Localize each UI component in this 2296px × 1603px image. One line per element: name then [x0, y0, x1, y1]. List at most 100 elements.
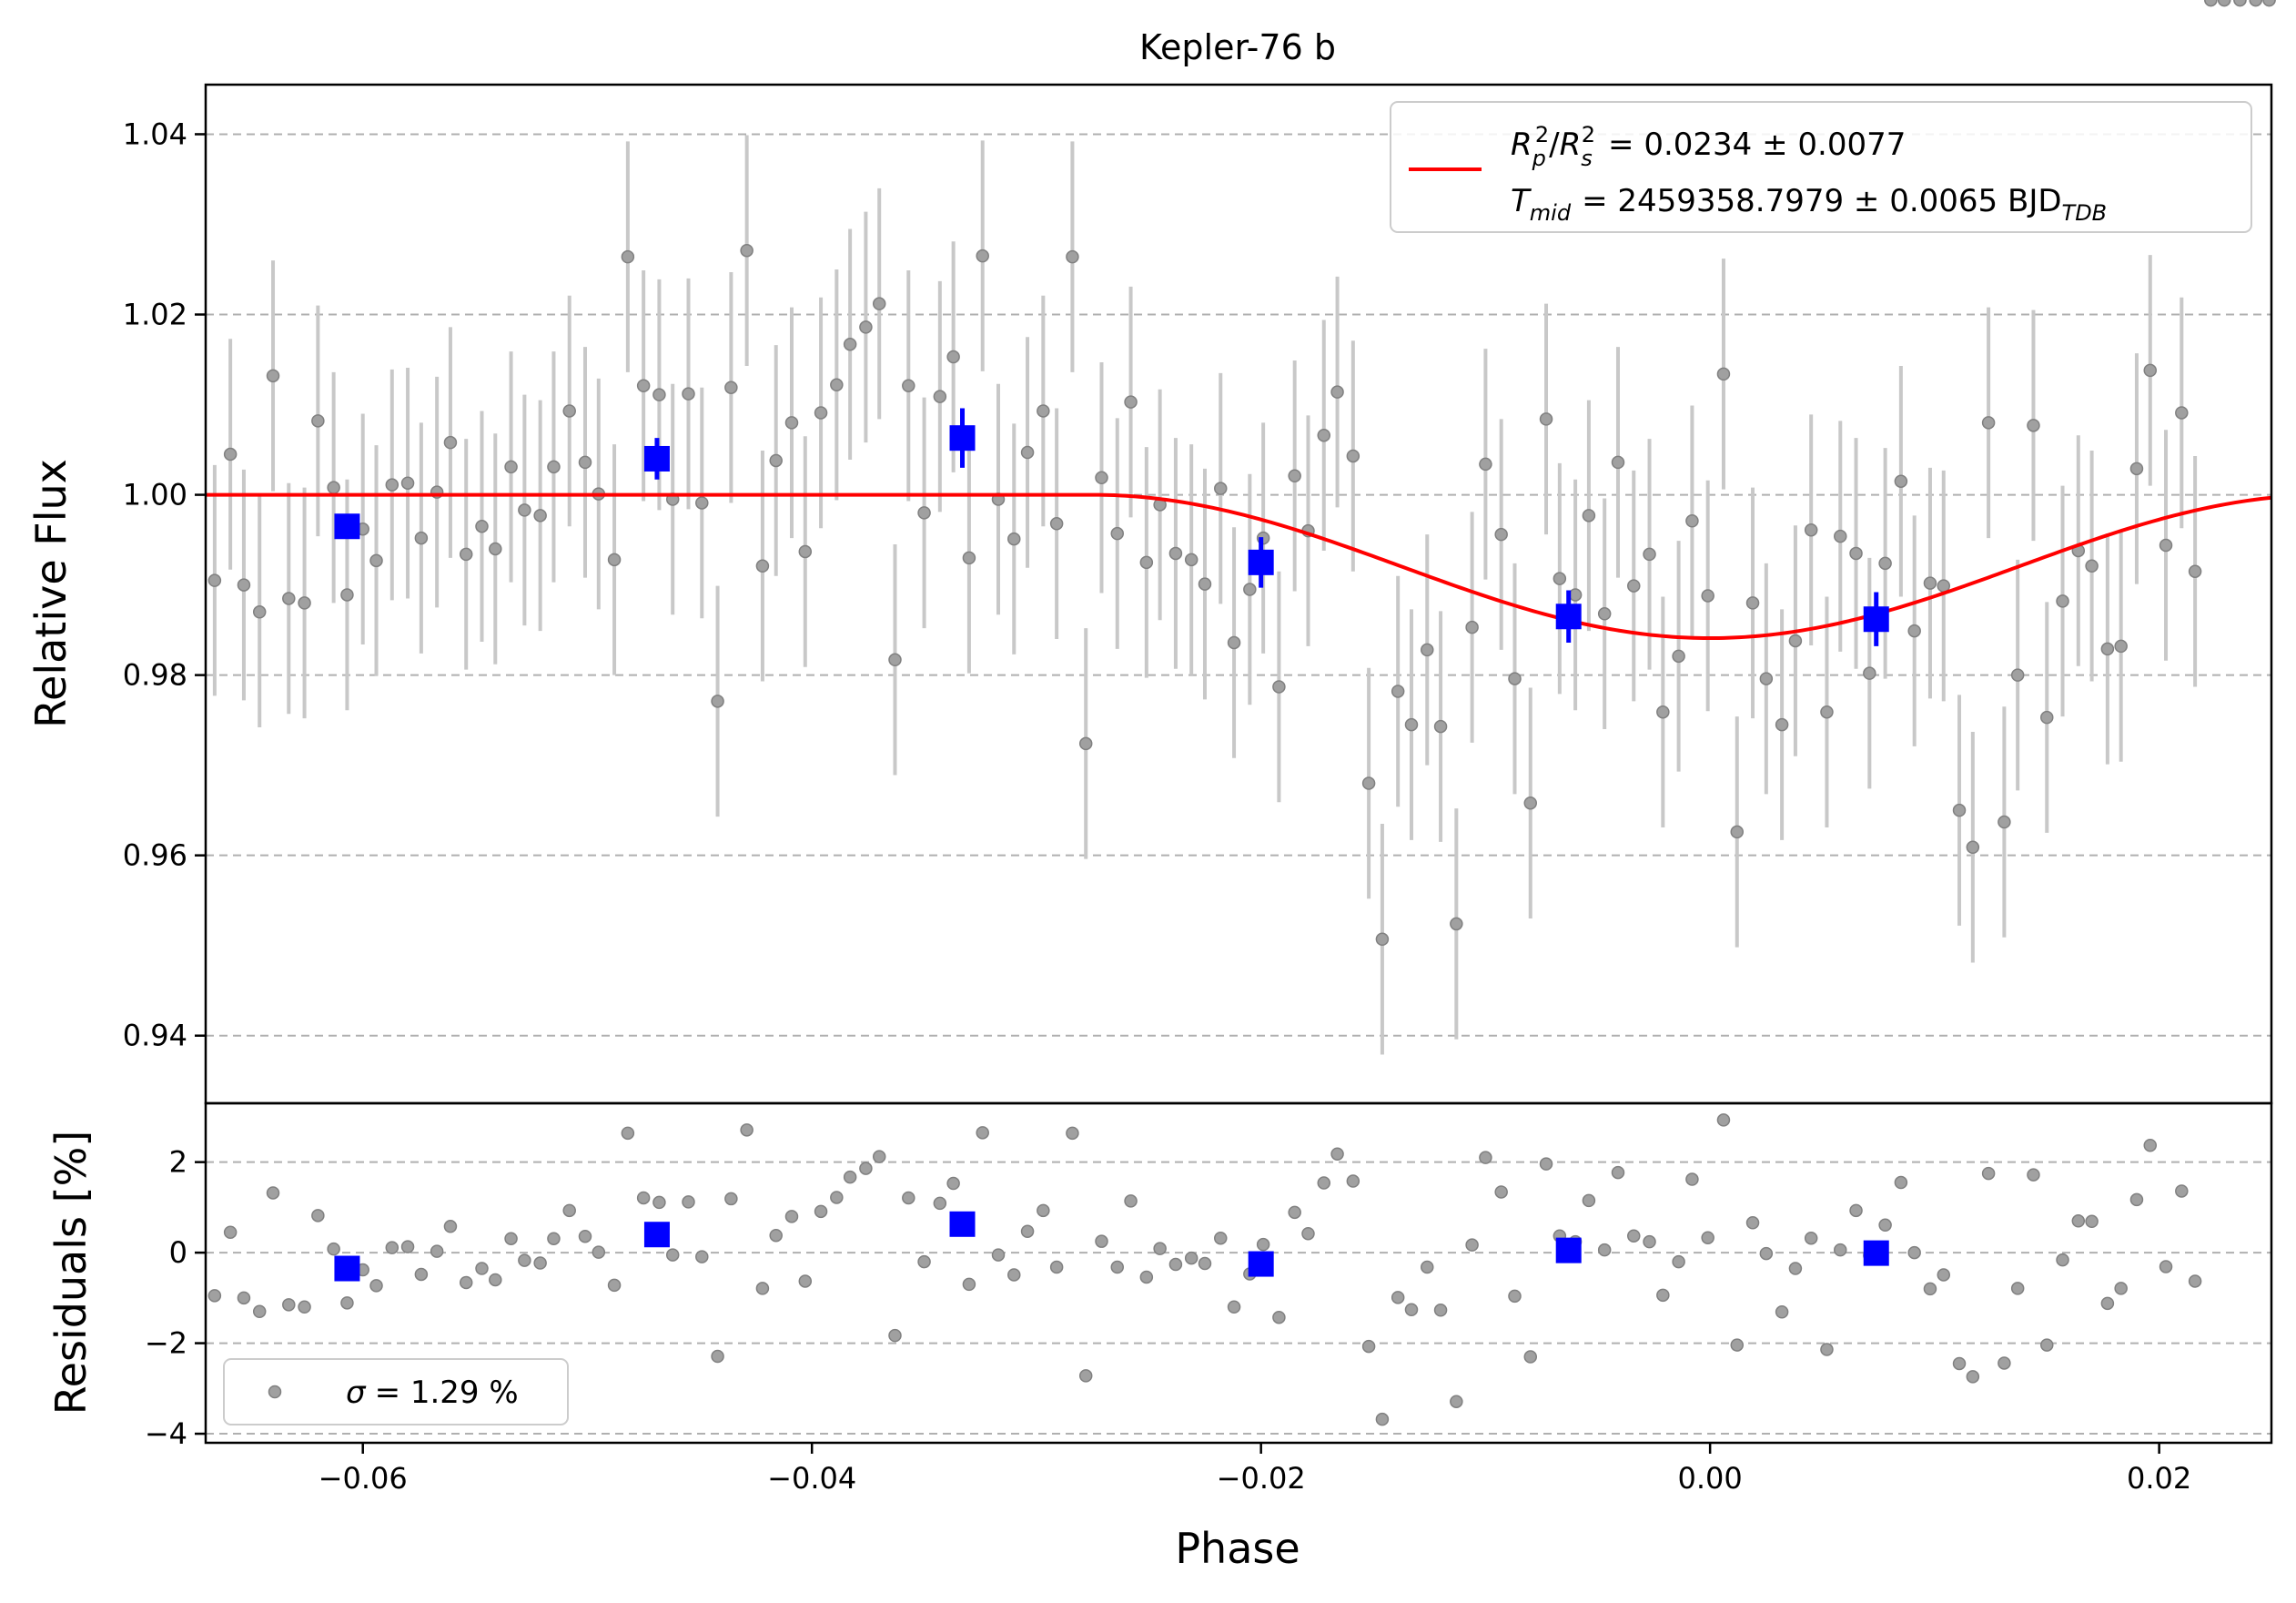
- raw-point: [1907, 624, 1921, 638]
- raw-point: [872, 297, 886, 310]
- residual-point: [724, 1192, 738, 1206]
- legend-mid-sub: mid: [1530, 200, 1572, 226]
- residual-point: [711, 1349, 724, 1364]
- raw-point: [1404, 717, 1419, 732]
- residual-point: [2262, 0, 2276, 7]
- raw-point: [1701, 589, 1714, 603]
- residual-point: [2188, 1274, 2202, 1288]
- raw-point: [2040, 710, 2054, 725]
- raw-point: [400, 476, 415, 490]
- raw-point: [475, 519, 489, 533]
- transit-model-curve: [206, 492, 2272, 641]
- residual-point: [1465, 1238, 1479, 1252]
- residual-point: [266, 1186, 280, 1200]
- raw-point: [1421, 643, 1434, 657]
- top-y-tick-label: 0.96: [123, 838, 187, 873]
- legend-rp-value: = 0.0234 ± 0.0077: [1608, 127, 1906, 163]
- raw-point: [1685, 514, 1699, 528]
- residual-point: [1124, 1194, 1138, 1208]
- binned-residual: [334, 1255, 360, 1282]
- residual-point: [1730, 1338, 1745, 1352]
- raw-point: [962, 551, 976, 565]
- residual-point: [1153, 1242, 1167, 1255]
- residual-point: [1421, 1260, 1434, 1274]
- residual-point: [1745, 1216, 1760, 1230]
- residual-point: [2085, 1214, 2099, 1229]
- raw-point: [1627, 579, 1641, 593]
- residual-point: [1020, 1224, 1035, 1238]
- residual-point: [1361, 1339, 1376, 1354]
- raw-point: [1656, 705, 1670, 719]
- residual-point: [607, 1278, 622, 1293]
- raw-point: [1966, 840, 1980, 855]
- residual-point: [1878, 1218, 1892, 1233]
- residual-point: [740, 1123, 754, 1137]
- residual-point: [1656, 1288, 1670, 1303]
- raw-point: [504, 460, 518, 474]
- raw-point: [2175, 406, 2189, 420]
- raw-point: [711, 695, 724, 708]
- residual-point: [636, 1191, 651, 1205]
- raw-point: [933, 390, 947, 403]
- residual-point: [340, 1296, 354, 1310]
- binned-point: [1248, 549, 1274, 575]
- residual-point: [1479, 1151, 1492, 1164]
- raw-point: [1553, 572, 1567, 585]
- residual-point: [1450, 1395, 1463, 1408]
- raw-point: [1834, 529, 1847, 543]
- residual-point: [1317, 1176, 1331, 1190]
- residual-point: [2027, 1168, 2040, 1182]
- bottom-gridlines: [206, 1161, 2271, 1436]
- residual-point: [1775, 1305, 1789, 1319]
- raw-point: [1981, 416, 1996, 430]
- residual-point: [1139, 1270, 1154, 1284]
- raw-point: [327, 481, 340, 494]
- raw-point: [843, 337, 857, 351]
- residual-point: [1110, 1260, 1125, 1274]
- raw-point: [1894, 474, 1908, 488]
- raw-point: [1139, 555, 1154, 570]
- top-gridlines: [206, 133, 2271, 1037]
- raw-point: [902, 379, 915, 392]
- residual-point: [1539, 1157, 1553, 1171]
- raw-point: [1611, 455, 1625, 470]
- chart-title: Kepler-76 b: [1139, 27, 1336, 67]
- raw-point: [1494, 527, 1508, 542]
- raw-point: [695, 496, 709, 510]
- residual-point: [443, 1220, 458, 1233]
- raw-point: [1716, 367, 1731, 381]
- raw-point: [1037, 404, 1050, 418]
- x-ticks: −0.06 −0.04 −0.02 0.00 0.02: [319, 1443, 2191, 1496]
- residual-point: [621, 1126, 635, 1141]
- residual-point: [1037, 1203, 1050, 1218]
- raw-point: [1923, 576, 1937, 590]
- raw-point: [2100, 642, 2115, 656]
- legend-slash: /: [1549, 127, 1560, 163]
- raw-point: [1375, 932, 1390, 947]
- residual-point: [1685, 1172, 1699, 1186]
- raw-point: [2114, 639, 2128, 654]
- residual-point: [2249, 0, 2262, 7]
- residual-point: [652, 1195, 666, 1210]
- raw-point: [1433, 719, 1448, 734]
- residual-point: [917, 1254, 931, 1269]
- raw-point: [1730, 825, 1745, 839]
- residual-point: [1095, 1234, 1108, 1248]
- residual-point: [1375, 1412, 1390, 1426]
- bottom-legend-marker: [268, 1385, 282, 1399]
- raw-point: [2027, 419, 2040, 432]
- bottom-y-tick-label: −2: [145, 1326, 187, 1361]
- bottom-y-tick-label: 2: [169, 1145, 187, 1180]
- residual-point: [1078, 1369, 1093, 1383]
- raw-point: [621, 249, 635, 264]
- residual-point: [1582, 1193, 1596, 1208]
- residual-point: [1168, 1257, 1183, 1272]
- residual-point: [547, 1232, 561, 1245]
- residual-point: [946, 1176, 960, 1191]
- raw-point: [1863, 666, 1876, 680]
- binned-residual: [949, 1211, 976, 1237]
- residual-point: [1627, 1229, 1641, 1243]
- raw-point: [459, 547, 473, 562]
- raw-point: [1775, 717, 1789, 732]
- residual-point: [1272, 1310, 1286, 1324]
